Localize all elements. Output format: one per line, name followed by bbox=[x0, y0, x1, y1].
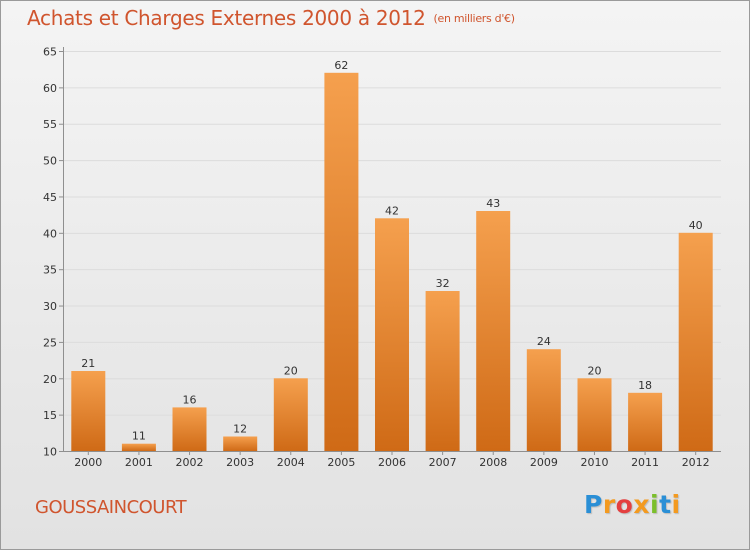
logo-letter: i bbox=[650, 490, 660, 519]
bar-value-label: 11 bbox=[132, 430, 146, 443]
axes bbox=[59, 47, 721, 455]
bar-value-label: 43 bbox=[486, 197, 500, 210]
bar-value-label: 12 bbox=[233, 422, 247, 435]
y-tick-label: 40 bbox=[43, 227, 57, 240]
bar-value-label: 32 bbox=[436, 277, 450, 290]
logo-letter: i bbox=[671, 490, 681, 519]
x-tick-label: 2012 bbox=[682, 456, 710, 469]
x-tick-label: 2009 bbox=[530, 456, 558, 469]
x-tick-label: 2000 bbox=[74, 456, 102, 469]
y-tick-label: 15 bbox=[43, 409, 57, 422]
bar bbox=[628, 392, 663, 451]
x-tick-label: 2002 bbox=[176, 456, 204, 469]
bar-value-label: 18 bbox=[638, 379, 652, 392]
bar bbox=[172, 407, 207, 451]
x-tick-label: 2004 bbox=[277, 456, 305, 469]
logo-letter: o bbox=[615, 490, 634, 519]
y-tick-label: 35 bbox=[43, 264, 57, 277]
chart-unit-note: (en milliers d'€) bbox=[433, 12, 515, 25]
bar bbox=[324, 72, 359, 452]
bar bbox=[577, 378, 612, 451]
logo-letter: P bbox=[584, 490, 603, 519]
y-tick-label: 50 bbox=[43, 155, 57, 168]
bar bbox=[526, 349, 561, 451]
bar-value-label: 40 bbox=[689, 219, 703, 232]
x-tick-label: 2003 bbox=[226, 456, 254, 469]
commune-name: GOUSSAINCOURT bbox=[35, 497, 187, 518]
bar bbox=[678, 232, 713, 451]
x-tick-label: 2006 bbox=[378, 456, 406, 469]
y-tick-label: 20 bbox=[43, 373, 57, 386]
bar-value-label: 20 bbox=[587, 364, 601, 377]
bar bbox=[71, 371, 106, 451]
bar-value-label: 24 bbox=[537, 335, 551, 348]
bars bbox=[71, 72, 713, 452]
bar-value-label: 42 bbox=[385, 204, 399, 217]
bar-value-label: 20 bbox=[284, 364, 298, 377]
x-tick-label: 2007 bbox=[429, 456, 457, 469]
x-tick-label: 2011 bbox=[631, 456, 659, 469]
x-tick-label: 2008 bbox=[479, 456, 507, 469]
bar bbox=[273, 378, 308, 451]
proxiti-logo: Proxiti bbox=[584, 490, 681, 519]
logo-letter: t bbox=[659, 490, 672, 519]
logo-letter: x bbox=[633, 490, 650, 519]
chart-title: Achats et Charges Externes 2000 à 2012 (e… bbox=[27, 6, 515, 30]
y-tick-label: 25 bbox=[43, 336, 57, 349]
logo-letter: r bbox=[602, 490, 616, 519]
chart-title-text: Achats et Charges Externes 2000 à 2012 bbox=[27, 6, 426, 30]
bar-value-label: 21 bbox=[81, 357, 95, 370]
bar bbox=[121, 443, 156, 451]
bar bbox=[223, 436, 258, 451]
bar bbox=[425, 291, 460, 451]
y-tick-label: 30 bbox=[43, 300, 57, 313]
y-tick-label: 65 bbox=[43, 46, 57, 59]
x-tick-label: 2010 bbox=[580, 456, 608, 469]
bar-value-label: 16 bbox=[183, 393, 197, 406]
bar bbox=[476, 211, 511, 451]
y-tick-label: 10 bbox=[43, 446, 57, 459]
y-tick-label: 55 bbox=[43, 118, 57, 131]
y-tick-label: 45 bbox=[43, 191, 57, 204]
bar bbox=[375, 218, 409, 451]
x-tick-label: 2001 bbox=[125, 456, 153, 469]
x-tick-label: 2005 bbox=[327, 456, 355, 469]
y-tick-label: 60 bbox=[43, 82, 57, 95]
labels: 10 15 20 25 30 35 40 45 50 55 60 65 21 2000 11 2001 16 20… bbox=[43, 46, 710, 470]
bar-value-label: 62 bbox=[334, 59, 348, 72]
